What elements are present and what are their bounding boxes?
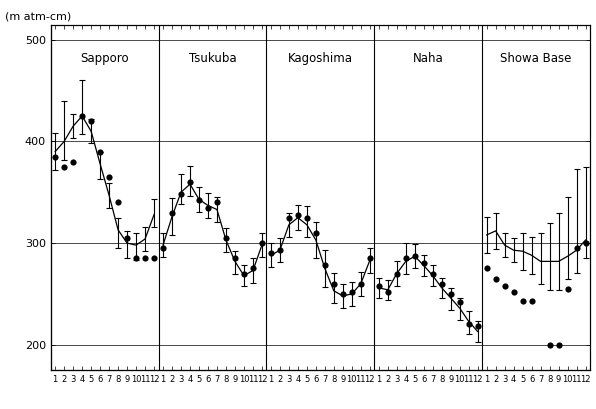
Point	[203, 204, 213, 211]
Point	[455, 299, 464, 305]
Point	[464, 321, 473, 328]
Point	[410, 253, 420, 260]
Point	[509, 289, 519, 295]
Point	[563, 285, 572, 292]
Point	[131, 255, 141, 262]
Point	[374, 283, 384, 289]
Point	[159, 245, 168, 252]
Point	[104, 174, 114, 180]
Point	[437, 281, 446, 287]
Point	[185, 179, 195, 185]
Point	[86, 118, 96, 124]
Point	[536, 377, 545, 384]
Point	[428, 270, 437, 277]
Text: Showa Base: Showa Base	[501, 52, 572, 65]
Point	[51, 153, 60, 160]
Point	[122, 235, 132, 241]
Point	[383, 289, 393, 295]
Point	[284, 214, 294, 221]
Point	[401, 255, 411, 262]
Text: Sapporo: Sapporo	[80, 52, 129, 65]
Point	[572, 245, 581, 252]
Point	[212, 199, 222, 206]
Text: Kagoshima: Kagoshima	[288, 52, 353, 65]
Point	[518, 298, 527, 304]
Point	[275, 247, 285, 254]
Point	[473, 323, 482, 330]
Point	[311, 229, 321, 236]
Point	[320, 262, 330, 269]
Point	[392, 270, 402, 277]
Point	[527, 298, 536, 304]
Point	[329, 281, 339, 287]
Point	[347, 289, 356, 295]
Point	[356, 281, 365, 287]
Point	[140, 255, 150, 262]
Point	[500, 283, 510, 289]
Point	[77, 113, 87, 119]
Point	[167, 209, 177, 216]
Point	[446, 291, 455, 297]
Point	[69, 159, 78, 165]
Point	[248, 265, 257, 272]
Point	[482, 265, 492, 272]
Point	[554, 342, 563, 348]
Point	[60, 164, 69, 170]
Point	[293, 211, 303, 218]
Point	[581, 240, 590, 246]
Text: Naha: Naha	[413, 52, 443, 65]
Point	[545, 342, 554, 348]
Point	[194, 197, 204, 204]
Text: (m atm-cm): (m atm-cm)	[5, 11, 71, 21]
Point	[221, 235, 231, 241]
Point	[176, 191, 186, 198]
Text: Tsukuba: Tsukuba	[189, 52, 236, 65]
Point	[365, 255, 374, 262]
Point	[230, 255, 240, 262]
Point	[302, 214, 312, 221]
Point	[95, 148, 105, 155]
Point	[257, 240, 266, 246]
Point	[419, 260, 429, 267]
Point	[239, 270, 249, 277]
Point	[338, 291, 347, 297]
Point	[491, 275, 501, 282]
Point	[113, 199, 123, 206]
Point	[266, 250, 276, 256]
Point	[149, 255, 159, 262]
